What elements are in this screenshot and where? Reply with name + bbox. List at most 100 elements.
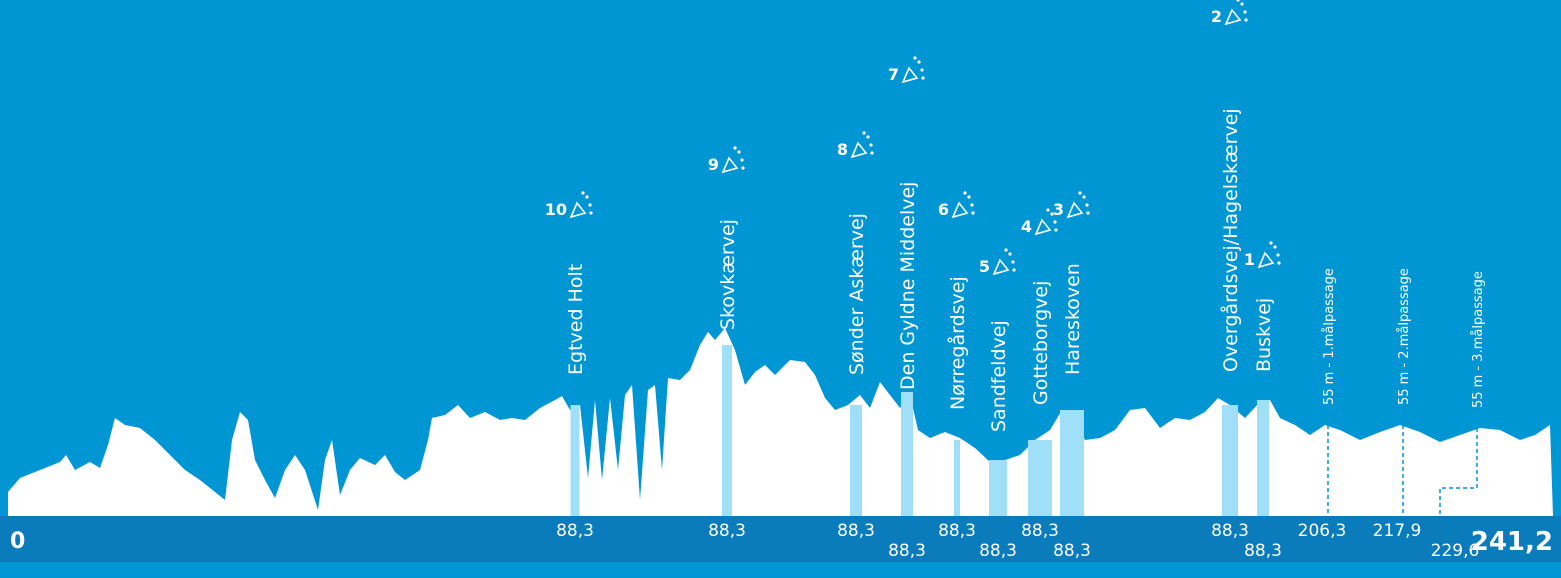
confetti-icon [850,141,868,159]
confetti-dot [741,166,745,170]
confetti-dot [1053,220,1057,224]
confetti-dot [963,191,967,195]
climb-km: 88,3 [938,521,976,541]
climb-band [1060,410,1084,516]
confetti-dot [585,195,589,199]
confetti-dot [970,203,974,207]
climb-name: Den Gyldne Middelvej [897,182,919,390]
climb-name: Nørregårdsvej [946,276,969,410]
confetti-dot [1273,245,1277,249]
distance-bar [0,516,1561,562]
confetti-dot [1086,211,1090,215]
climb-km: 88,3 [1021,521,1059,541]
climb-km: 88,3 [979,541,1017,561]
passage-km: 217,9 [1373,521,1422,541]
confetti-dot [588,203,592,207]
climb-name: Sønder Askærvej [846,213,868,375]
confetti-dot [1240,2,1244,6]
confetti-dot [589,211,593,215]
confetti-dot [967,195,971,199]
confetti-dot [917,60,921,64]
confetti-dot [913,56,917,60]
confetti-dot [1243,10,1247,14]
climb-rank: 9 [708,155,719,174]
confetti-dot [971,211,975,215]
climb-band [901,392,913,516]
climb-name: Sandfeldvej [988,320,1010,432]
climb-km: 88,3 [1211,521,1249,541]
passage-line [1439,428,1478,516]
climb-km: 88,3 [837,521,875,541]
climb-rank: 1 [1244,250,1255,269]
confetti-dot [1078,191,1082,195]
finish-km: 241,2 [1471,527,1553,557]
confetti-dot [1050,212,1054,216]
climb-km: 88,3 [708,521,746,541]
passage-name: 55 m - 1.målpassage [1322,268,1337,405]
confetti-dot [1277,261,1281,265]
confetti-icon [992,258,1010,276]
confetti-dot [920,68,924,72]
confetti-dot [1244,18,1248,22]
climb-name: Skovkærvej [717,219,739,330]
confetti-icon [721,156,739,174]
climb-rank: 7 [888,65,899,84]
confetti-dot [1236,0,1240,2]
passage-km: 206,3 [1298,521,1347,541]
confetti-dot [740,158,744,162]
climb-km: 88,3 [888,541,926,561]
climb-band [850,405,862,516]
climb-km: 88,3 [1053,541,1091,561]
confetti-dot [866,135,870,139]
confetti-dot [862,131,866,135]
confetti-dot [1004,248,1008,252]
climb-rank: 4 [1021,217,1032,236]
confetti-icon [951,201,969,219]
confetti-dot [1012,268,1016,272]
climb-band [989,460,1007,516]
climb-km: 88,3 [556,521,594,541]
confetti-dot [870,151,874,155]
climb-band [1028,440,1052,516]
confetti-dot [733,146,737,150]
climb-name: Hareskoven [1062,263,1084,375]
confetti-dot [1082,195,1086,199]
climb-name: Overgårdsvej/Hagelskærvej [1219,108,1242,372]
climb-band [570,405,580,516]
climb-rank: 2 [1211,7,1222,26]
confetti-dot [1054,228,1058,232]
confetti-dot [1085,203,1089,207]
confetti-dot [869,143,873,147]
climb-rank: 8 [837,140,848,159]
confetti-icon [1257,251,1275,269]
climb-band [722,345,732,516]
confetti-dot [1011,260,1015,264]
start-km: 0 [10,529,25,554]
climb-name: Gotteborgvej [1030,281,1052,405]
climb-band [1257,400,1269,516]
confetti-dot [921,76,925,80]
climb-rank: 3 [1053,200,1064,219]
passage-km: 229,6 [1431,541,1480,561]
confetti-icon [1224,8,1242,26]
climb-rank: 6 [938,200,949,219]
confetti-icon [1066,201,1084,219]
elevation [8,328,1553,516]
confetti-icon [1034,218,1052,236]
climb-band [954,440,960,516]
climb-band [1222,405,1238,516]
confetti-dot [1046,208,1050,212]
confetti-dot [737,150,741,154]
confetti-dot [1269,241,1273,245]
passage-name: 55 m - 2.målpassage [1397,268,1412,405]
climb-name: Egtved Holt [565,264,587,375]
confetti-dot [1276,253,1280,257]
confetti-dot [581,191,585,195]
confetti-icon [569,201,587,219]
climb-name: Buskvej [1253,298,1275,372]
climb-rank: 10 [545,200,567,219]
climb-km: 88,3 [1244,541,1282,561]
climb-rank: 5 [979,257,990,276]
passage-name: 55 m - 3.målpassage [1471,271,1486,408]
